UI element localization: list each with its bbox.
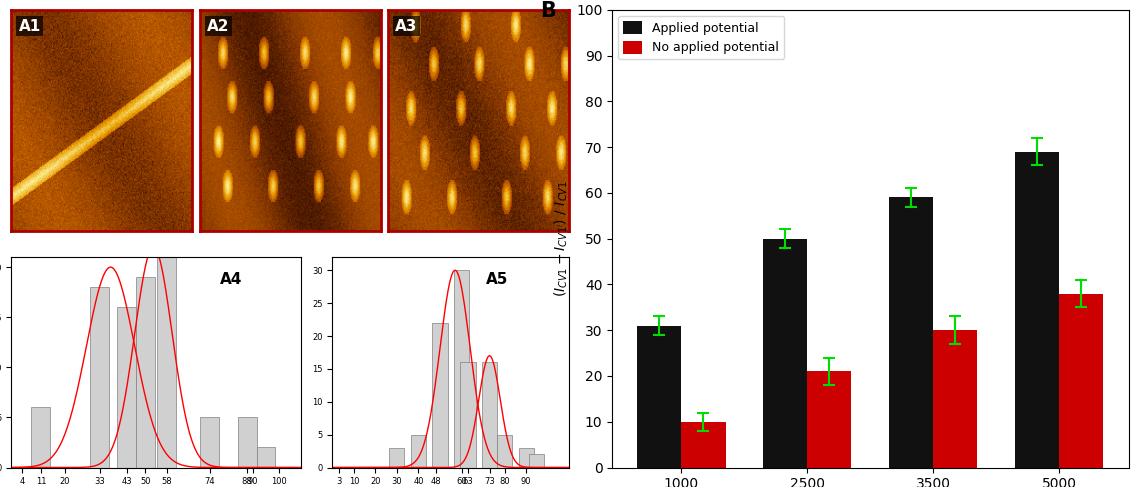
- Bar: [238, 417, 256, 468]
- Bar: [889, 197, 934, 468]
- Bar: [764, 239, 807, 468]
- Y-axis label: $(I_{CV1}-I_{CV1'})\ /\ I_{CV1}$: $(I_{CV1}-I_{CV1'})\ /\ I_{CV1}$: [553, 180, 570, 297]
- Bar: [256, 448, 276, 468]
- Bar: [201, 417, 219, 468]
- Bar: [461, 362, 475, 468]
- Bar: [934, 330, 977, 468]
- Bar: [1059, 294, 1104, 468]
- Bar: [432, 323, 448, 468]
- Bar: [1016, 151, 1059, 468]
- Text: A2: A2: [207, 19, 229, 34]
- Bar: [390, 448, 405, 468]
- Bar: [117, 307, 136, 468]
- Bar: [454, 270, 469, 468]
- Bar: [157, 257, 177, 468]
- Bar: [519, 448, 534, 468]
- Text: A4: A4: [220, 272, 242, 287]
- Legend: Applied potential, No applied potential: Applied potential, No applied potential: [618, 16, 784, 59]
- Text: B: B: [540, 0, 555, 20]
- Text: A1: A1: [18, 19, 41, 34]
- Bar: [482, 362, 497, 468]
- Text: A5: A5: [487, 272, 508, 287]
- Bar: [32, 408, 50, 468]
- Bar: [529, 454, 545, 468]
- Bar: [807, 372, 852, 468]
- Bar: [682, 422, 725, 468]
- Bar: [136, 277, 155, 468]
- Bar: [410, 434, 426, 468]
- Bar: [497, 434, 512, 468]
- Text: A3: A3: [396, 19, 417, 34]
- Bar: [90, 287, 109, 468]
- Bar: [637, 326, 682, 468]
